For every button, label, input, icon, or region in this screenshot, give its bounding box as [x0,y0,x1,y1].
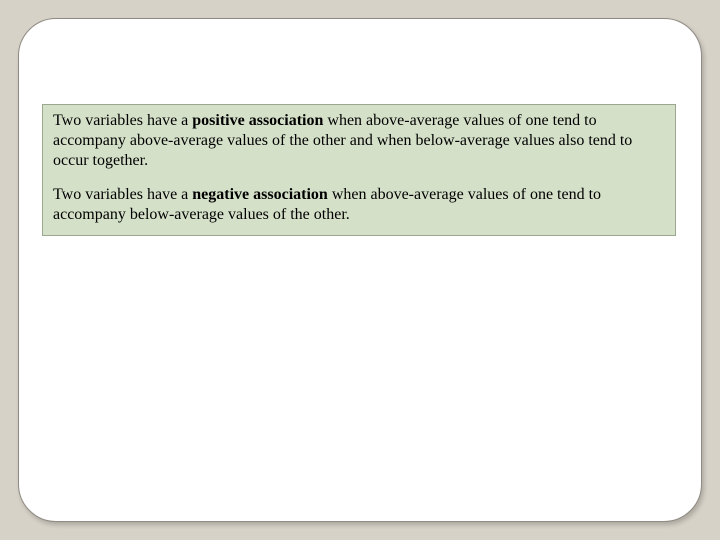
para2-pre: Two variables have a [53,186,192,203]
para1-pre: Two variables have a [53,112,192,129]
negative-association-paragraph: Two variables have a negative associatio… [53,185,665,225]
para1-bold: positive association [192,112,323,129]
positive-association-paragraph: Two variables have a positive associatio… [53,111,665,171]
para2-bold: negative association [192,186,328,203]
slide-card: Two variables have a positive associatio… [18,18,702,522]
definition-box: Two variables have a positive associatio… [42,104,676,236]
